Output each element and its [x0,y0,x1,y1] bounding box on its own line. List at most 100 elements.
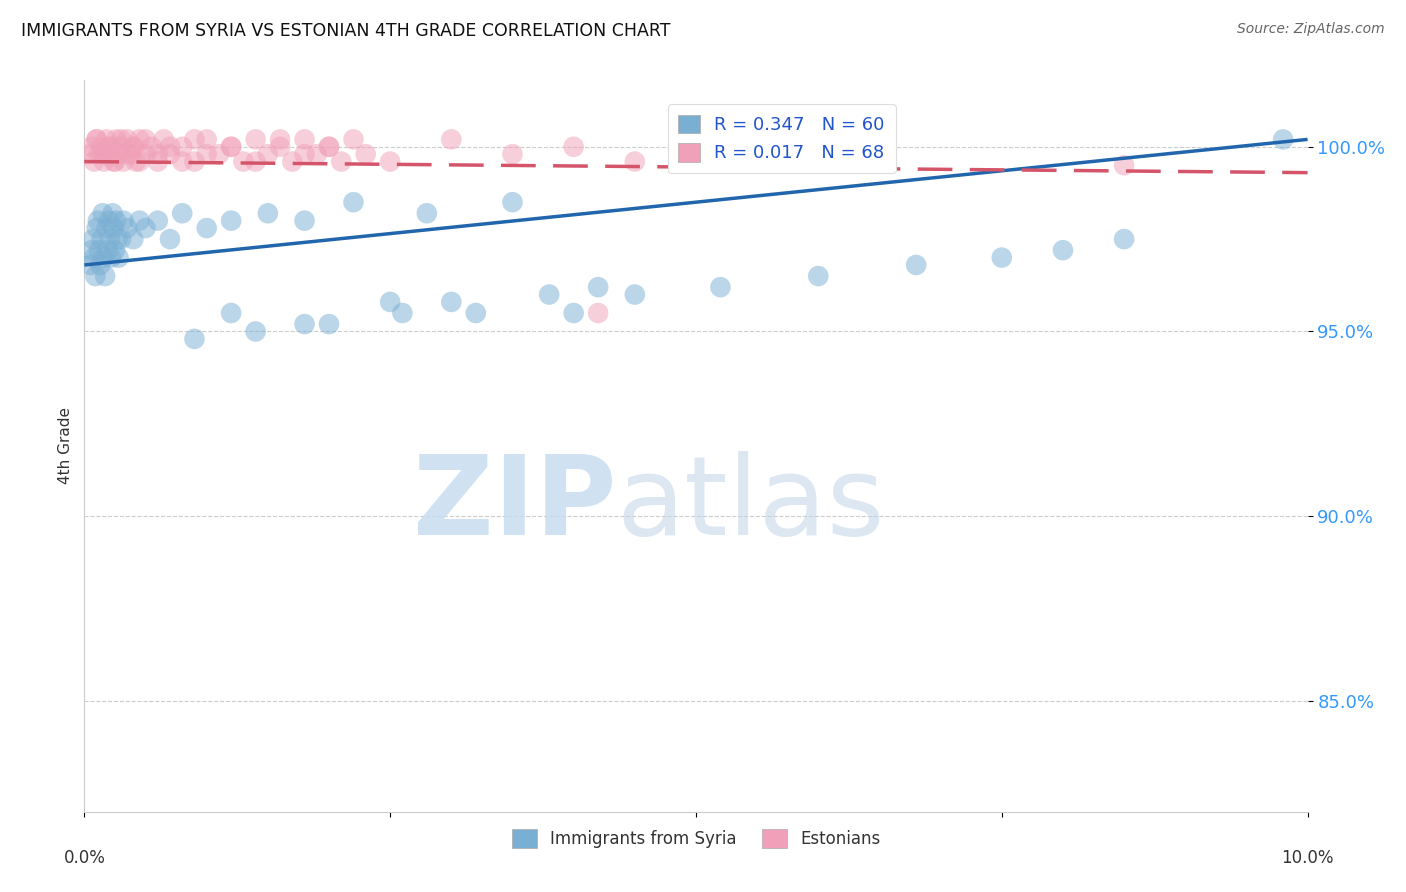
Point [122,140,145,154]
Point [257,206,280,220]
Point [146,213,169,227]
Point [128,132,150,146]
Point [502,147,524,161]
Point [269,140,291,154]
Point [104,154,127,169]
Point [86,132,108,146]
Point [905,258,928,272]
Point [110,140,132,154]
Point [105,232,128,246]
Point [112,213,135,227]
Point [305,147,328,161]
Point [294,213,316,227]
Point [90,232,112,246]
Point [94,268,117,283]
Point [464,306,486,320]
Point [122,140,145,154]
Point [79,258,101,272]
Point [232,154,254,169]
Point [318,140,340,154]
Point [330,154,353,169]
Point [153,132,176,146]
Point [128,213,150,227]
Point [125,154,148,169]
Point [128,154,150,169]
Point [141,140,163,154]
Point [245,132,267,146]
Point [380,154,402,169]
Point [195,132,218,146]
Point [342,195,364,210]
Point [80,140,103,154]
Point [103,154,125,169]
Point [183,154,205,169]
Point [624,154,647,169]
Point [96,132,118,146]
Point [110,132,132,146]
Text: 0.0%: 0.0% [63,848,105,867]
Point [245,154,267,169]
Point [80,244,103,258]
Point [112,154,135,169]
Point [562,140,585,154]
Point [257,147,280,161]
Point [122,232,145,246]
Point [318,140,340,154]
Point [245,325,267,339]
Point [146,147,169,161]
Point [294,317,316,331]
Point [159,147,181,161]
Point [991,251,1014,265]
Point [586,280,609,294]
Point [219,306,242,320]
Point [104,244,127,258]
Point [93,154,115,169]
Point [97,244,120,258]
Point [172,206,194,220]
Point [269,132,291,146]
Point [83,154,105,169]
Point [416,206,439,220]
Point [115,147,138,161]
Point [183,332,205,346]
Point [97,140,120,154]
Point [294,132,316,146]
Point [96,221,118,235]
Point [115,132,138,146]
Point [342,132,364,146]
Point [97,147,120,161]
Point [219,140,242,154]
Point [502,195,524,210]
Point [89,258,111,272]
Point [83,251,105,265]
Point [159,140,181,154]
Point [807,268,830,283]
Point [77,147,100,161]
Point [87,244,110,258]
Point [90,140,112,154]
Point [624,287,647,301]
Point [115,221,138,235]
Point [107,251,129,265]
Point [380,294,402,309]
Point [159,232,181,246]
Point [172,140,194,154]
Text: Source: ZipAtlas.com: Source: ZipAtlas.com [1237,22,1385,37]
Point [146,154,169,169]
Point [318,317,340,331]
Point [685,132,707,146]
Point [1272,132,1295,146]
Point [219,213,242,227]
Point [101,206,124,220]
Point [87,213,110,227]
Y-axis label: 4th Grade: 4th Grade [58,408,73,484]
Point [586,306,609,320]
Point [87,147,110,161]
Point [110,232,132,246]
Point [440,294,463,309]
Legend: Immigrants from Syria, Estonians: Immigrants from Syria, Estonians [505,822,887,855]
Point [294,147,316,161]
Point [219,140,242,154]
Point [281,154,304,169]
Point [1114,232,1136,246]
